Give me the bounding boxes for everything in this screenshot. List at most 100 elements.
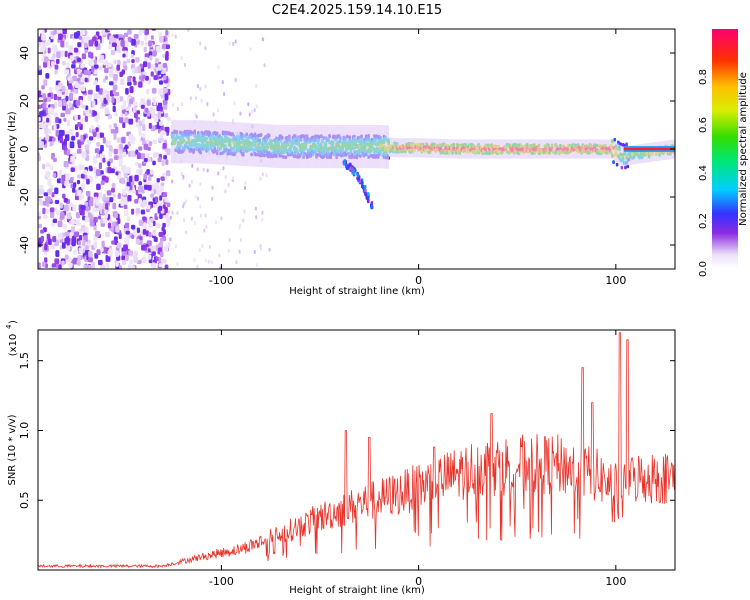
spectrogram-noise-cell <box>111 37 117 43</box>
spectrogram-noise-cell <box>99 98 103 105</box>
spectrogram-noise-cell <box>147 184 152 191</box>
spectrogram-noise-cell <box>45 73 50 79</box>
spectrogram-noise-cell <box>261 210 264 215</box>
spectrogram-noise-cell <box>38 104 42 109</box>
colorbar-label: Normalized spectral amplitude <box>738 72 749 226</box>
spectrogram-halo-cell <box>182 120 186 164</box>
spectrogram-noise-cell <box>87 139 91 145</box>
spectrogram-noise-cell <box>133 112 138 119</box>
spectrogram-noise-cell <box>117 218 121 224</box>
spectrogram-noise-cell <box>100 247 104 252</box>
spectrogram-noise-cell <box>38 117 41 122</box>
spectrogram-noise-cell <box>121 255 126 261</box>
snr-y-label: SNR (10 * v/v) <box>7 414 18 485</box>
spectrogram-halo-cell <box>642 143 645 163</box>
colorbar-tick-label: 0.4 <box>698 165 709 181</box>
spectrogram-noise-cell <box>38 42 42 47</box>
spectrogram-noise-cell <box>98 191 103 199</box>
spectrogram-noise-cell <box>140 153 146 160</box>
spectrogram-noise-cell <box>187 29 190 33</box>
spectrogram-noise-cell <box>138 168 143 176</box>
spectrogram-halo-cell <box>471 139 475 159</box>
spectrogram-noise-cell <box>77 189 82 196</box>
spectrogram-halo-cell <box>620 146 624 166</box>
spectrogram-halo-cell <box>625 145 628 166</box>
spectrogram-noise-cell <box>88 200 94 207</box>
spectrogram-noise-cell <box>166 202 171 207</box>
spectrogram-noise-cell <box>55 85 59 92</box>
spectrogram-noise-cell <box>53 93 58 101</box>
spectrogram-noise-cell <box>111 96 115 104</box>
spectrogram-noise-cell <box>138 185 144 193</box>
spectrogram-noise-cell <box>95 201 100 206</box>
spectrogram-noise-cell <box>68 128 74 136</box>
spectrogram-noise-cell <box>164 198 169 203</box>
spectrogram-noise-cell <box>159 240 164 247</box>
spectrogram-noise-cell <box>58 33 63 41</box>
spectrogram-noise-cell <box>92 156 98 163</box>
spectrogram-noise-cell <box>86 178 90 185</box>
spectrogram-noise-cell <box>51 263 57 268</box>
spectrogram-noise-cell <box>121 251 127 256</box>
spectrogram-noise-cell <box>161 159 165 167</box>
spectrogram-halo-cell <box>440 138 444 159</box>
spectrogram-noise-cell <box>112 73 118 81</box>
spectrogram-noise-cell <box>156 177 160 183</box>
snr-multiplier-exp: 4 <box>5 324 13 329</box>
spectrogram-noise-cell <box>97 35 102 41</box>
spectrogram-noise-cell <box>130 53 134 59</box>
spectrogram-noise-cell <box>159 131 163 138</box>
spectrogram-ridge-cell <box>626 164 630 169</box>
spectrogram-noise-cell <box>234 78 237 83</box>
spectrogram-noise-cell <box>195 114 198 119</box>
spectrogram-noise-cell <box>56 51 61 59</box>
spectrogram-noise-cell <box>160 251 164 258</box>
spectrogram-noise-cell <box>162 63 168 68</box>
spectrogram-halo-cell <box>429 138 432 158</box>
spectrogram-halo-cell <box>563 139 567 159</box>
spectrogram-noise-cell <box>150 35 154 40</box>
spectrogram-noise-cell <box>239 111 242 116</box>
spectrogram-noise-cell <box>211 196 214 201</box>
spectrogram-halo-cell <box>308 125 311 169</box>
spectrogram-noise-cell <box>133 231 137 238</box>
spectrogram-noise-cell <box>217 65 220 70</box>
spectrogram-halo-cell <box>239 122 243 166</box>
spectrogram-noise-cell <box>96 113 100 120</box>
spectrogram-noise-cell <box>203 228 206 233</box>
spectrogram-noise-cell <box>42 102 47 108</box>
spectrogram-noise-cell <box>87 94 92 102</box>
spectrogram-noise-cell <box>75 212 80 219</box>
spectrogram-noise-cell <box>129 98 134 105</box>
spectrogram-noise-cell <box>92 207 97 213</box>
spectrogram-noise-cell <box>157 102 163 109</box>
spectrogram-noise-cell <box>158 205 163 211</box>
spectrogram-halo-cell <box>301 125 304 169</box>
spectrogram-halo-cell <box>554 139 557 159</box>
spectrogram-noise-cell <box>135 161 139 166</box>
spectrogram-noise-cell <box>54 64 59 70</box>
spectrogram-noise-cell <box>155 256 159 261</box>
spectrogram-halo-cell <box>533 139 536 159</box>
spectrogram-noise-cell <box>105 254 111 262</box>
spectrogram-noise-cell <box>106 140 111 147</box>
spectrogram-halo-cell <box>637 144 640 164</box>
spectrogram-noise-cell <box>45 208 50 214</box>
spectrogram-ridge-cell <box>624 165 627 170</box>
spectrogram-noise-cell <box>199 213 202 218</box>
spectrogram-noise-cell <box>109 81 114 86</box>
spectrogram-y-tick-label: -40 <box>18 236 31 254</box>
spectrogram-noise-cell <box>132 76 136 83</box>
spectrogram-ridge-cell <box>620 165 624 170</box>
spectrogram-noise-cell <box>102 157 106 163</box>
spectrogram-noise-cell <box>248 112 251 117</box>
spectrogram-halo-cell <box>530 139 534 159</box>
spectrogram-noise-cell <box>268 247 271 252</box>
spectrogram-ridge-cell <box>612 160 615 164</box>
spectrogram-noise-cell <box>100 180 105 185</box>
spectrogram-halo-cell <box>223 121 226 165</box>
spectrogram-noise-cell <box>70 167 75 173</box>
spectrogram-halo-cell <box>384 125 387 169</box>
spectrogram-noise-cell <box>163 154 167 160</box>
spectrogram-noise-cell <box>113 79 117 85</box>
